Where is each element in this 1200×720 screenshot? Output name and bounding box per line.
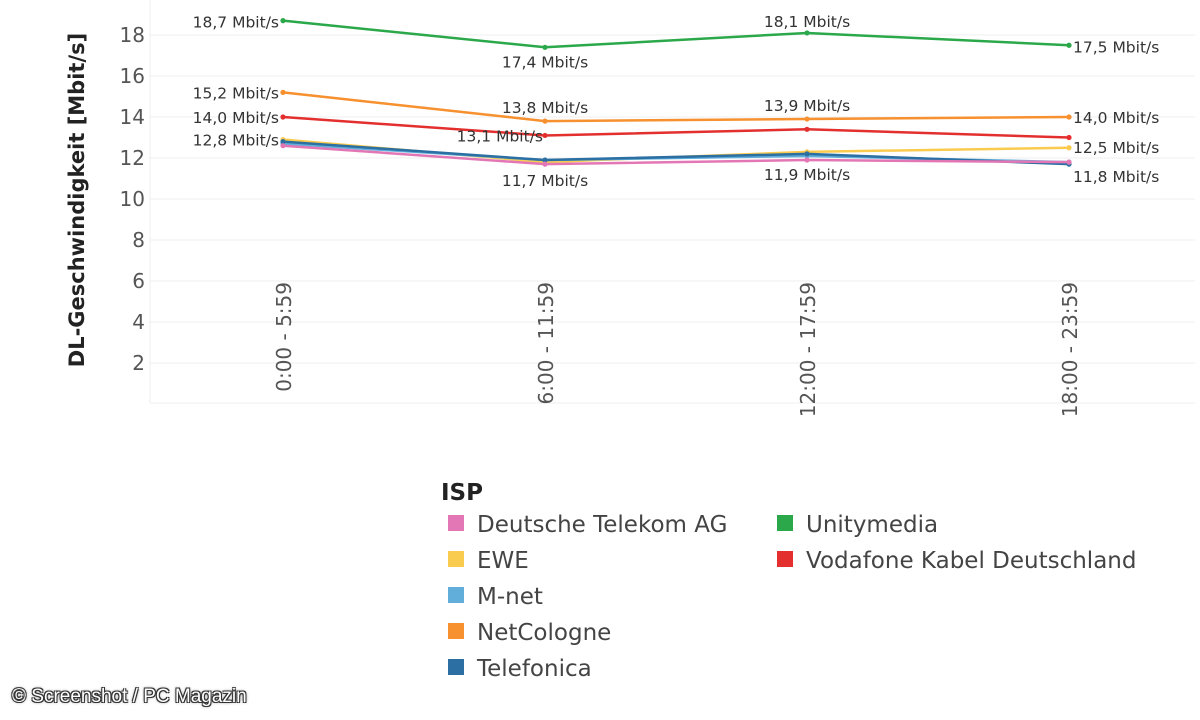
y-tick-label: 8 (132, 228, 145, 252)
series-line (281, 19, 1071, 49)
data-label: 11,7 Mbit/s (502, 172, 588, 190)
data-label: 12,5 Mbit/s (1073, 139, 1159, 157)
data-point (280, 18, 286, 24)
legend-swatch (448, 551, 464, 567)
legend-swatch (448, 659, 464, 675)
data-label: 13,9 Mbit/s (764, 97, 850, 115)
data-label: 17,4 Mbit/s (502, 53, 588, 71)
data-point (542, 157, 548, 163)
data-label: 17,5 Mbit/s (1073, 38, 1159, 56)
y-axis-title: DL-Geschwindigkeit [Mbit/s] (65, 33, 89, 367)
data-label: 14,0 Mbit/s (193, 109, 279, 127)
data-label: 11,8 Mbit/s (1073, 168, 1159, 186)
data-point (804, 157, 810, 163)
y-tick-label: 4 (132, 310, 145, 334)
series-line (281, 144, 1071, 166)
legend-item-label: Telefonica (476, 656, 592, 682)
data-label: 13,8 Mbit/s (502, 99, 588, 117)
data-point (1066, 114, 1072, 120)
data-point (542, 132, 548, 139)
y-tick-label: 10 (120, 187, 145, 211)
legend-item-label: Deutsche Telekom AG (477, 512, 727, 538)
gridlines (149, 0, 1195, 404)
data-point (542, 161, 548, 167)
legend-swatch (448, 587, 464, 603)
data-point (1066, 145, 1072, 151)
data-point (280, 89, 286, 95)
data-point (804, 116, 810, 122)
data-point (280, 114, 286, 120)
watermark: © Screenshot / PC Magazin (12, 686, 247, 707)
y-tick-label: 12 (120, 146, 145, 170)
data-point (804, 126, 810, 132)
data-label: 14,0 Mbit/s (1073, 109, 1159, 127)
legend-swatch (777, 551, 793, 567)
data-label: 11,9 Mbit/s (764, 166, 850, 184)
y-tick-label: 14 (120, 105, 145, 129)
legend-swatch (777, 515, 793, 531)
data-point (280, 143, 286, 149)
data-point (542, 118, 548, 124)
legend-item-label: M-net (477, 584, 543, 610)
x-tick-label: 12:00 - 17:59 (796, 282, 820, 417)
legend-swatch (448, 623, 464, 639)
data-point (804, 151, 810, 157)
legend-swatch (448, 515, 464, 531)
data-point (1066, 134, 1072, 141)
data-labels: 18,7 Mbit/s 17,4 Mbit/s 18,1 Mbit/s 17,5 Mb… (193, 13, 1160, 190)
y-tick-label: 6 (132, 269, 145, 293)
series-line (281, 115, 1071, 139)
y-tick-label: 18 (120, 23, 145, 47)
data-point (542, 44, 548, 50)
y-axis-ticks: 2 4 6 8 10 12 14 16 18 (120, 23, 145, 375)
legend: ISP Deutsche Telekom AG EWE M-net NetCologn… (441, 480, 1136, 682)
legend-item-label: NetCologne (477, 620, 611, 646)
legend-title: ISP (441, 480, 483, 506)
x-tick-label: 0:00 - 5:59 (272, 282, 296, 392)
x-tick-label: 6:00 - 11:59 (534, 282, 558, 404)
data-point (280, 139, 286, 145)
series-points (280, 18, 1072, 167)
data-label: 12,8 Mbit/s (193, 132, 279, 150)
data-label: 18,7 Mbit/s (193, 14, 279, 32)
legend-item-label: EWE (477, 548, 529, 574)
x-axis-ticks: 0:00 - 5:59 6:00 - 11:59 12:00 - 17:59 18:0… (272, 282, 1082, 417)
y-tick-label: 2 (132, 351, 145, 375)
data-label: 15,2 Mbit/s (193, 84, 279, 102)
x-tick-label: 18:00 - 23:59 (1058, 282, 1082, 417)
legend-item-label: Vodafone Kabel Deutschland (806, 548, 1136, 574)
series-lines (281, 19, 1071, 166)
legend-item-label: Unitymedia (806, 512, 938, 538)
data-point (1066, 42, 1072, 48)
data-label: 13,1 Mbit/s (457, 127, 543, 145)
data-point (804, 30, 810, 36)
data-label: 18,1 Mbit/s (764, 13, 850, 31)
series-line (281, 140, 1071, 166)
data-point (1066, 159, 1072, 165)
y-tick-label: 16 (120, 64, 145, 88)
series-line (281, 91, 1071, 123)
